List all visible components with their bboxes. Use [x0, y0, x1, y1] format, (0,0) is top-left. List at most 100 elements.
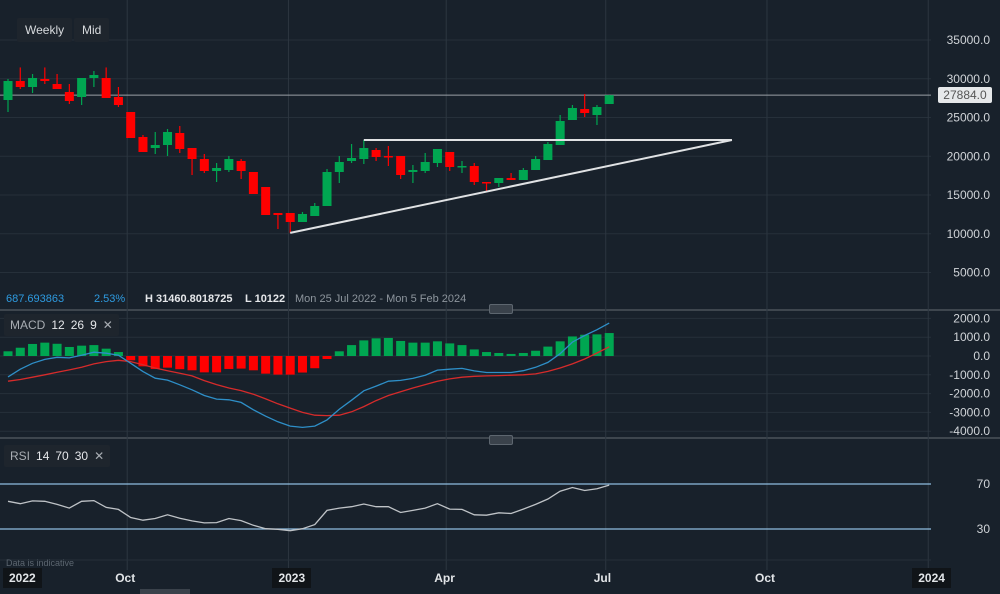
macd-axis-label: 0.0 — [973, 349, 990, 363]
macd-histogram-bar — [580, 334, 590, 356]
candle-body — [261, 187, 271, 215]
rsi-legend: RSI 14 70 30 ✕ — [4, 445, 111, 467]
candle-body — [64, 92, 74, 101]
macd-panel-resize-handle[interactable] — [489, 435, 513, 445]
macd-histogram-bar — [248, 356, 258, 371]
macd-histogram-bar — [531, 350, 541, 356]
x-axis-label: Oct — [754, 571, 775, 585]
candle-body — [567, 108, 577, 120]
price-axis-label: 35000.0 — [947, 33, 991, 47]
candle-body — [334, 162, 344, 172]
macd-histogram-bar — [113, 352, 123, 356]
rsi-label: RSI — [10, 449, 31, 463]
rsi-lower: 30 — [74, 449, 89, 463]
candle-body — [310, 206, 320, 216]
macd-histogram-bar — [28, 343, 38, 356]
candle-body — [518, 170, 528, 180]
candle-body — [396, 156, 406, 175]
time-scrollbar[interactable] — [140, 589, 190, 594]
date-range: Mon 25 Jul 2022 - Mon 5 Feb 2024 — [295, 293, 467, 305]
macd-histogram-bar — [89, 345, 99, 356]
macd-legend: MACD 12 26 9 ✕ — [4, 314, 119, 336]
candle-body — [40, 79, 50, 81]
price-axis-label: 25000.0 — [947, 111, 991, 125]
candle-body — [138, 137, 148, 152]
candle-body — [236, 161, 246, 171]
macd-histogram-bar — [261, 356, 271, 374]
macd-histogram-bar — [3, 351, 13, 356]
macd-panel[interactable] — [3, 322, 614, 429]
macd-axis-label: -3000.0 — [949, 405, 990, 419]
candle-body — [187, 148, 197, 159]
macd-axis-label: -1000.0 — [949, 368, 990, 382]
candle-body — [15, 81, 25, 87]
macd-histogram-bar — [604, 333, 614, 356]
candle-body — [322, 172, 332, 206]
macd-histogram-bar — [494, 352, 504, 356]
macd-close-icon[interactable]: ✕ — [102, 318, 113, 332]
macd-histogram-bar — [126, 356, 136, 361]
interval-button[interactable]: Weekly — [17, 18, 73, 42]
candle-body — [457, 166, 467, 168]
macd-histogram-bar — [40, 342, 50, 356]
macd-histogram-bar — [482, 352, 492, 356]
candle-body — [224, 159, 234, 170]
candle-body — [3, 81, 13, 100]
candle-body — [383, 156, 393, 158]
macd-axis-label: -2000.0 — [949, 387, 990, 401]
macd-histogram-bar — [506, 353, 516, 356]
candle-body — [113, 97, 123, 105]
macd-histogram-bar — [469, 349, 479, 356]
candle-body — [555, 121, 565, 145]
macd-histogram-bar — [187, 356, 197, 371]
macd-histogram-bar — [383, 337, 393, 356]
rsi-panel[interactable] — [0, 483, 931, 532]
price-panel-resize-handle[interactable] — [489, 304, 513, 314]
macd-histogram-bar — [396, 340, 406, 356]
macd-histogram-bar — [163, 356, 173, 368]
candle-body — [445, 152, 455, 167]
candle-body — [248, 172, 258, 194]
macd-axis-label: 1000.0 — [953, 330, 990, 344]
candle-body — [506, 178, 516, 180]
rsi-axis-label: 30 — [977, 522, 991, 536]
rsi-close-icon[interactable]: ✕ — [94, 449, 105, 463]
macd-histogram-bar — [322, 356, 332, 360]
macd-histogram-bar — [334, 351, 344, 356]
candle-body — [212, 168, 222, 171]
macd-histogram-bar — [408, 342, 418, 356]
candle-body — [482, 182, 492, 184]
candle-body — [273, 213, 283, 215]
candle-body — [77, 78, 87, 97]
price-axis-label: 15000.0 — [947, 188, 991, 202]
candle-body — [52, 84, 62, 89]
candle-body — [408, 170, 418, 172]
candle-body — [126, 112, 136, 138]
macd-slow: 26 — [70, 318, 85, 332]
macd-histogram-bar — [285, 356, 295, 375]
macd-histogram-bar — [543, 346, 553, 356]
candle-body — [432, 149, 442, 163]
candle-body — [592, 107, 602, 115]
price-axis-label: 10000.0 — [947, 227, 991, 241]
macd-fast: 12 — [51, 318, 65, 332]
price-type-button[interactable]: Mid — [74, 18, 110, 42]
candle-body — [420, 162, 430, 171]
macd-histogram-bar — [224, 356, 234, 369]
macd-histogram-bar — [52, 343, 62, 356]
rsi-line — [7, 484, 610, 532]
candle-body — [580, 109, 590, 113]
x-axis-label: Jul — [593, 571, 612, 585]
macd-label: MACD — [10, 318, 46, 332]
candle-body — [531, 159, 541, 170]
macd-signal: 9 — [90, 318, 97, 332]
low-value: L 10122 — [245, 293, 286, 305]
candle-body — [150, 145, 160, 148]
change-value: 687.693863 — [6, 293, 65, 305]
candle-body — [89, 75, 99, 78]
price-panel[interactable] — [0, 67, 931, 234]
macd-histogram-bar — [273, 356, 283, 375]
macd-histogram-bar — [175, 356, 185, 370]
x-axis-label: 2023 — [272, 568, 312, 588]
